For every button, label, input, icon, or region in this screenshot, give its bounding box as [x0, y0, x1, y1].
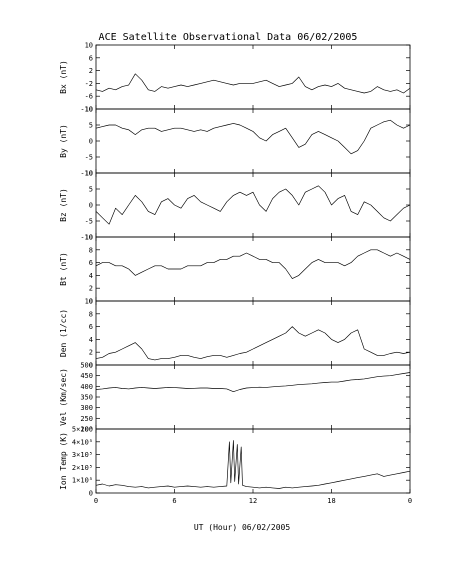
y-tick-label-vel: 200 [80, 426, 93, 434]
x-tick-label: 6 [172, 497, 176, 505]
y-tick-label-den: 10 [85, 298, 93, 306]
panel-frame-bx [95, 44, 411, 110]
y-tick-label-bx: 6 [89, 54, 93, 62]
panel-frame-by [95, 108, 411, 174]
y-tick-label-vel: 400 [80, 383, 93, 391]
y-axis-label-den: Den (1/cc) [59, 309, 68, 357]
panel-frame-den [95, 300, 411, 366]
y-tick-label-temp: 1×10⁵ [72, 477, 93, 485]
y-tick-label-den: 0 [89, 362, 93, 370]
y-tick-label-bt: 6 [89, 259, 93, 267]
y-axis-label-by: By (nT) [59, 124, 68, 158]
x-tick-label: 18 [327, 497, 335, 505]
series-line-den [95, 326, 411, 361]
panel-bz: -10 -5 0 5 10 Bz (nT) [59, 170, 411, 242]
y-tick-label-bt: 2 [89, 285, 93, 293]
panels-layer: -10 -6 -2 2 6 10 Bx (nT) -10 -5 0 5 10 By (nT) -10 -5 0… [59, 42, 411, 498]
y-axis-label-bt: Bt (nT) [59, 252, 68, 286]
y-tick-label-bz: 10 [85, 170, 93, 178]
series-line-bt [95, 249, 411, 279]
y-tick-label-by: -10 [80, 170, 93, 178]
y-tick-label-bt: 10 [85, 234, 93, 242]
y-tick-label-vel: 450 [80, 372, 93, 380]
y-tick-label-bt: 0 [89, 298, 93, 306]
y-tick-label-temp: 3×10⁵ [72, 451, 93, 459]
y-tick-label-temp: 0 [89, 490, 93, 498]
y-tick-label-temp: 5×10⁵ [72, 426, 93, 434]
panel-frame-temp [95, 428, 411, 494]
y-tick-label-bz: 0 [89, 202, 93, 210]
panel-frame-vel [95, 364, 411, 430]
panel-den: 0 2 4 6 8 10 Den (1/cc) [59, 298, 411, 370]
x-tick-label: 0 [408, 497, 412, 505]
y-tick-label-by: -5 [85, 154, 93, 162]
y-tick-label-den: 8 [89, 310, 93, 318]
y-tick-label-bz: 5 [89, 186, 93, 194]
series-line-by [95, 119, 411, 155]
y-tick-label-den: 4 [89, 336, 93, 344]
y-tick-label-bt: 8 [89, 246, 93, 254]
y-tick-label-temp: 2×10⁵ [72, 464, 93, 472]
series-line-bx [95, 73, 411, 94]
y-tick-label-vel: 350 [80, 394, 93, 402]
x-axis: 0 6 12 18 0 [94, 497, 412, 505]
y-tick-label-bx: -10 [80, 106, 93, 114]
y-tick-label-bz: -5 [85, 218, 93, 226]
y-axis-label-bx: Bx (nT) [59, 60, 68, 94]
y-tick-label-vel: 300 [80, 404, 93, 412]
x-tick-label: 12 [249, 497, 257, 505]
y-tick-label-bt: 4 [89, 272, 93, 280]
y-tick-label-den: 2 [89, 349, 93, 357]
y-tick-label-bx: -2 [85, 80, 93, 88]
y-tick-label-by: 10 [85, 106, 93, 114]
y-tick-label-bx: 10 [85, 42, 93, 50]
y-tick-label-bx: -6 [85, 93, 93, 101]
y-tick-label-vel: 250 [80, 415, 93, 423]
y-tick-label-vel: 500 [80, 362, 93, 370]
y-tick-label-by: 0 [89, 138, 93, 146]
panel-bx: -10 -6 -2 2 6 10 Bx (nT) [59, 42, 411, 114]
y-axis-label-temp: Ion Temp (K) [59, 432, 68, 490]
y-tick-label-by: 5 [89, 122, 93, 130]
y-tick-label-bz: -10 [80, 234, 93, 242]
series-line-bz [95, 185, 411, 225]
y-tick-label-bx: 2 [89, 67, 93, 75]
y-axis-label-bz: Bz (nT) [59, 188, 68, 222]
series-line-temp [95, 440, 411, 489]
x-axis-label: UT (Hour) 06/02/2005 [194, 523, 291, 532]
series-line-vel [95, 372, 411, 393]
y-tick-label-temp: 4×10⁵ [72, 438, 93, 446]
panel-vel: 200 250 300 350 400 450 500 Vel (Km/sec) [59, 362, 411, 434]
panel-frame-bt [95, 236, 411, 302]
y-axis-label-vel: Vel (Km/sec) [59, 368, 68, 426]
chart-title: ACE Satellite Observational Data 06/02/2… [99, 32, 358, 43]
y-tick-label-den: 6 [89, 323, 93, 331]
panel-temp: 0 1×10⁵ 2×10⁵ 3×10⁵ 4×10⁵ 5×10⁵ Ion Temp (K) [59, 426, 411, 498]
panel-bt: 0 2 4 6 8 10 Bt (nT) [59, 234, 411, 306]
panel-by: -10 -5 0 5 10 By (nT) [59, 106, 411, 178]
x-tick-label: 0 [94, 497, 98, 505]
